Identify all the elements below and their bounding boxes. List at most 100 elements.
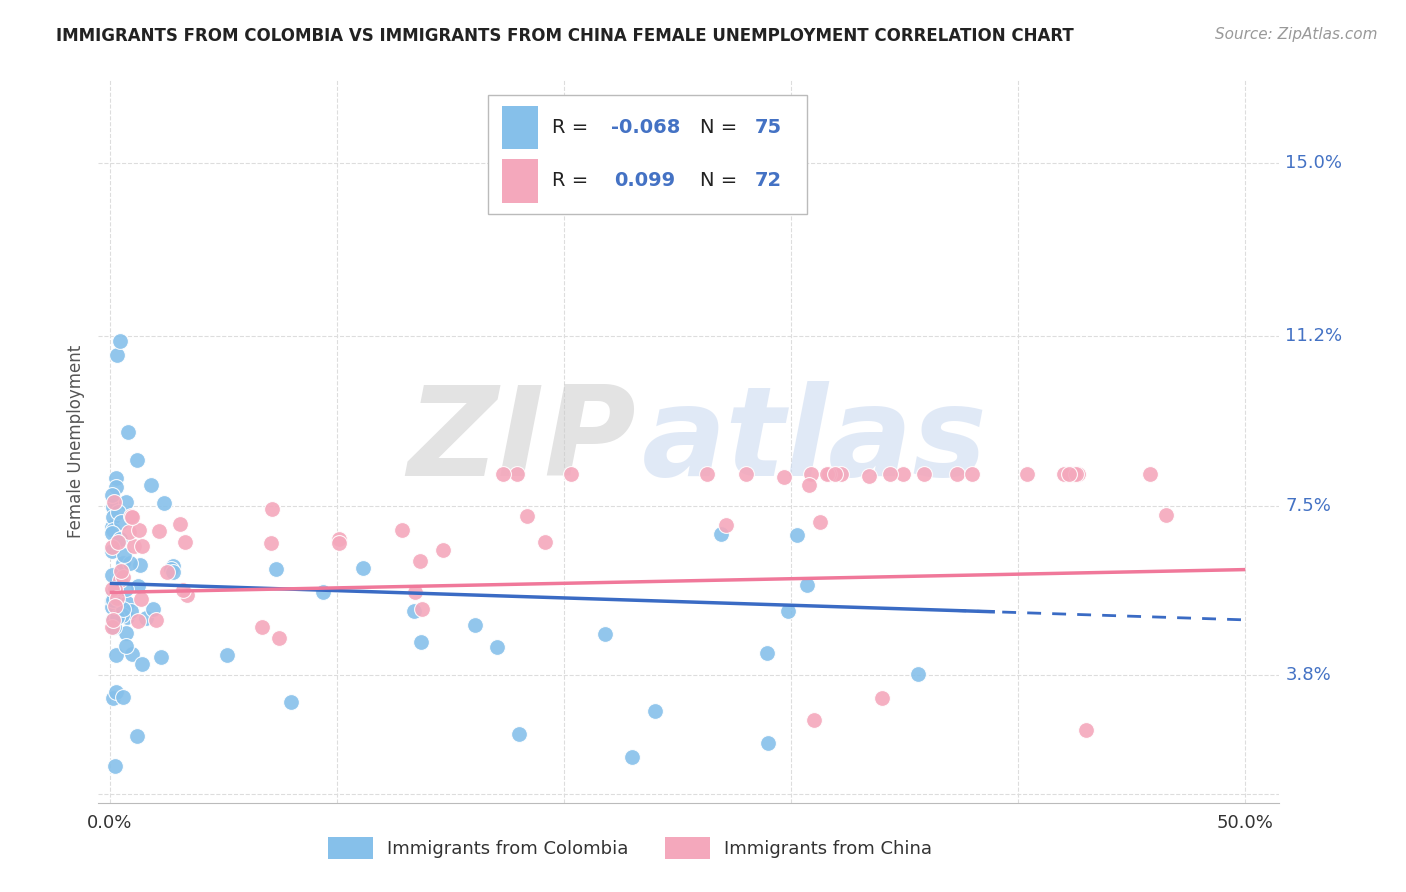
Text: 72: 72 <box>755 171 782 191</box>
Point <box>280 695 302 709</box>
Point <box>101 594 124 608</box>
Point <box>112 548 135 562</box>
Point <box>773 469 796 483</box>
Point <box>111 607 134 622</box>
Point <box>101 500 124 515</box>
Point <box>1063 467 1085 481</box>
Point <box>621 750 644 764</box>
Point <box>408 554 430 568</box>
Point <box>797 478 820 492</box>
Point <box>404 585 426 599</box>
Point <box>101 488 124 502</box>
Text: -0.068: -0.068 <box>612 119 681 137</box>
Text: R =: R = <box>553 119 595 137</box>
Point <box>110 532 132 546</box>
Text: N =: N = <box>700 119 742 137</box>
Point <box>101 599 124 614</box>
Point <box>105 609 128 624</box>
Point <box>101 691 124 706</box>
Point <box>110 573 132 587</box>
Point <box>149 649 172 664</box>
Point <box>110 564 132 578</box>
Point <box>778 604 800 618</box>
Bar <box>502 106 537 149</box>
Point <box>1139 467 1161 481</box>
Point <box>644 704 666 718</box>
Point <box>758 736 780 750</box>
Point <box>121 647 143 661</box>
Point <box>560 467 582 481</box>
Point <box>162 559 184 574</box>
Point <box>103 593 125 607</box>
Point <box>148 524 170 538</box>
Point <box>108 334 131 348</box>
Point <box>125 453 148 467</box>
Point <box>115 610 138 624</box>
Point <box>1059 467 1081 481</box>
Text: Source: ZipAtlas.com: Source: ZipAtlas.com <box>1215 27 1378 42</box>
Text: atlas: atlas <box>641 381 987 502</box>
Point <box>112 556 135 570</box>
Point <box>112 570 135 584</box>
Point <box>111 690 134 705</box>
Point <box>506 467 529 481</box>
Point <box>716 517 738 532</box>
Point <box>101 582 124 596</box>
Point <box>1064 467 1087 481</box>
Point <box>960 467 983 481</box>
Point <box>118 556 141 570</box>
Point <box>269 631 291 645</box>
Text: 0.099: 0.099 <box>614 171 676 191</box>
Point <box>734 467 756 481</box>
Point <box>1063 467 1085 481</box>
Point <box>122 539 145 553</box>
Point <box>250 620 273 634</box>
Point <box>946 467 969 481</box>
Point <box>105 471 128 485</box>
Point <box>120 509 142 524</box>
Point <box>1067 467 1090 481</box>
Point <box>162 565 184 579</box>
Point <box>808 515 831 529</box>
Point <box>104 599 127 613</box>
Point <box>105 481 128 495</box>
Point <box>174 535 197 549</box>
Point <box>260 536 283 550</box>
Point <box>879 467 901 481</box>
Point <box>485 640 508 654</box>
Point <box>696 467 718 481</box>
Point <box>818 467 841 481</box>
Point <box>120 603 142 617</box>
Point <box>516 508 538 523</box>
Point <box>153 496 176 510</box>
Point <box>107 505 129 519</box>
Point <box>101 585 124 599</box>
Point <box>105 684 128 698</box>
Text: 75: 75 <box>755 119 782 137</box>
Point <box>404 603 426 617</box>
Point <box>101 541 124 555</box>
Point <box>145 613 167 627</box>
Point <box>595 627 617 641</box>
Point <box>176 588 198 602</box>
Point <box>156 565 179 579</box>
Point <box>118 525 141 540</box>
Legend: Immigrants from Colombia, Immigrants from China: Immigrants from Colombia, Immigrants fro… <box>321 830 939 866</box>
Point <box>128 523 150 537</box>
Point <box>104 759 127 773</box>
Point <box>328 532 350 546</box>
Point <box>169 516 191 531</box>
Point <box>912 467 935 481</box>
Point <box>803 714 825 728</box>
Text: 11.2%: 11.2% <box>1285 327 1343 345</box>
Point <box>786 528 808 542</box>
Point <box>127 614 149 628</box>
Point <box>117 425 139 440</box>
Point <box>110 515 132 529</box>
Point <box>411 635 433 649</box>
Point <box>131 539 153 553</box>
Point <box>101 544 124 558</box>
Point <box>534 534 557 549</box>
Point <box>800 467 823 481</box>
Point <box>115 596 138 610</box>
